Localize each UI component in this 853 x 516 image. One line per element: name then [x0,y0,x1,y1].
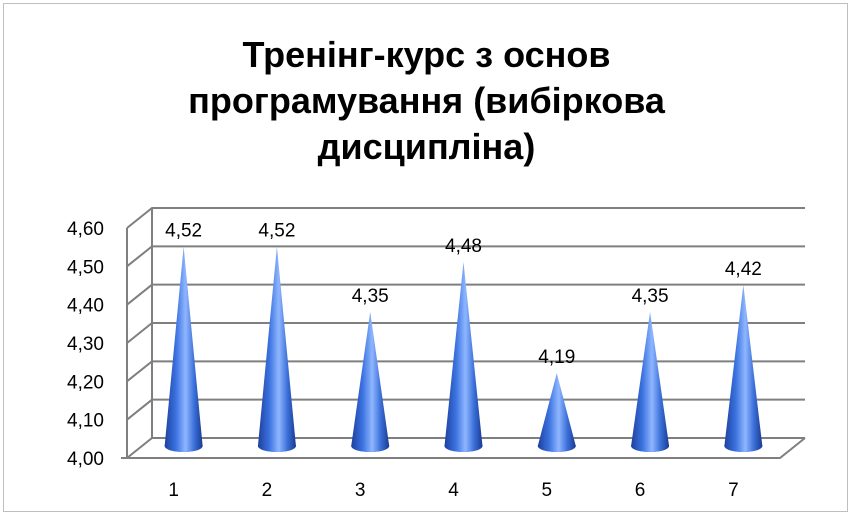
data-label: 4,19 [538,347,575,368]
x-tick-label: 5 [541,480,552,501]
y-tick-label: 4,00 [67,449,104,470]
data-label: 4,52 [258,221,295,242]
y-tick-label: 4,60 [67,219,104,240]
y-tick-label: 4,10 [67,411,104,432]
cone-bar [351,311,390,452]
x-tick-label: 6 [635,480,646,501]
cone-bar [631,311,670,452]
cone-bar [164,246,203,452]
chart-title-line-3: дисципліна) [317,126,536,167]
gridline [126,207,805,229]
y-tick-label: 4,20 [67,372,104,393]
data-label: 4,35 [352,286,389,307]
data-label: 4,48 [445,236,482,257]
data-label: 4,52 [165,221,202,242]
chart-frame [3,3,848,512]
x-tick-label: 4 [448,480,459,501]
data-label: 4,42 [725,259,762,280]
cone-bar [444,262,483,452]
chart-title: Тренінг-курс з основ програмування (вибі… [0,32,853,170]
cone-bar [537,373,576,452]
x-tick-label: 7 [728,480,739,501]
y-tick-label: 4,30 [67,334,104,355]
x-tick-label: 3 [355,480,366,501]
chart-title-line-2: програмування (вибіркова [188,80,665,121]
cone-bar [257,246,296,452]
x-tick-label: 1 [168,480,179,501]
x-tick-label: 2 [262,480,273,501]
y-tick-label: 4,40 [67,296,104,317]
x-axis-floor [127,437,806,459]
chart-title-line-1: Тренінг-курс з основ [242,34,611,75]
cone-bar [724,285,763,452]
y-tick-label: 4,50 [67,257,104,278]
data-label: 4,35 [632,286,669,307]
